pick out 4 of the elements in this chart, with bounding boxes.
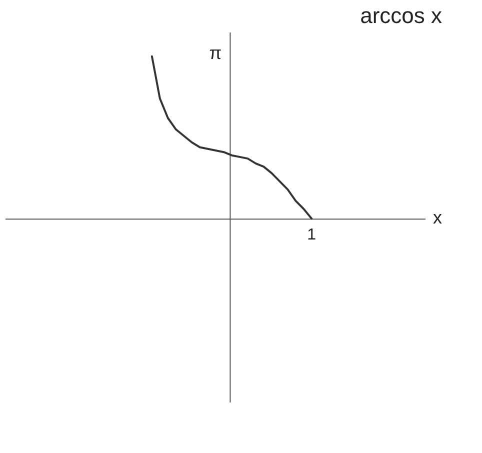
annotation: π bbox=[209, 43, 222, 63]
text: arccos x bbox=[360, 3, 442, 28]
annotation: 1 bbox=[307, 226, 316, 244]
text: x bbox=[433, 208, 442, 228]
